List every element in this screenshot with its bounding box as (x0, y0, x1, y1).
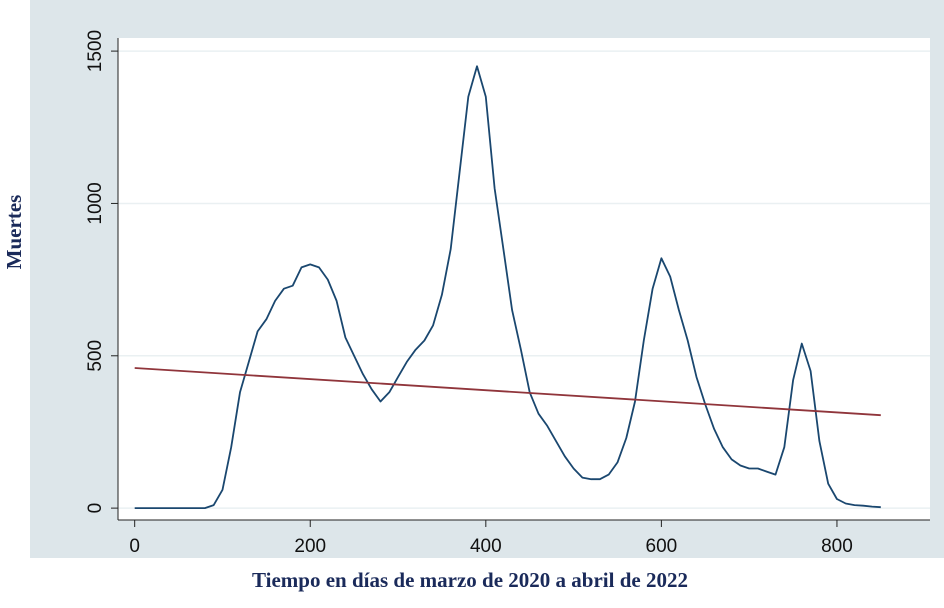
y-axis-title: Muertes (2, 195, 26, 270)
y-tick-label: 1000 (85, 182, 106, 224)
x-tick-label: 200 (294, 536, 326, 557)
x-tick-label: 600 (646, 536, 678, 557)
x-axis-title: Tiempo en días de marzo de 2020 a abril … (252, 568, 688, 592)
y-tick-label: 1500 (85, 30, 106, 72)
x-tick-label: 400 (470, 536, 502, 557)
series-line (134, 367, 881, 417)
x-tick-label: 800 (821, 536, 853, 557)
x-tick-label: 0 (129, 536, 140, 557)
y-tick-label: 500 (85, 340, 106, 372)
series-line (134, 65, 881, 509)
plot-area (118, 38, 930, 520)
y-tick-label: 0 (85, 503, 106, 514)
